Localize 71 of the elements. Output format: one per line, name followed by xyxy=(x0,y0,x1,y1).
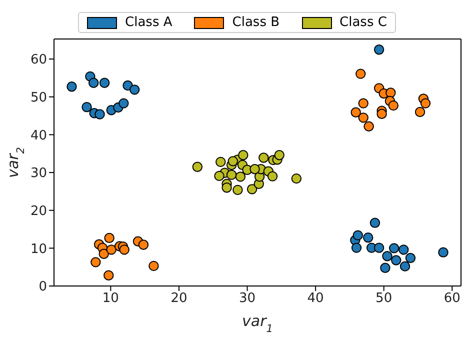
point xyxy=(238,150,248,160)
x-tick-label: 10 xyxy=(102,291,119,306)
point xyxy=(388,243,400,254)
point xyxy=(94,109,105,120)
point xyxy=(274,150,284,160)
point xyxy=(291,173,302,184)
point xyxy=(99,78,110,88)
x-tick-label: 60 xyxy=(444,291,460,306)
point xyxy=(129,84,140,95)
point xyxy=(66,82,77,92)
point xyxy=(192,162,203,172)
point xyxy=(232,184,243,196)
point xyxy=(414,106,426,118)
point xyxy=(374,242,384,253)
y-tick-label: 10 xyxy=(30,242,47,257)
point xyxy=(363,232,374,243)
y-tick-label: 60 xyxy=(30,52,47,68)
point xyxy=(382,251,392,262)
point xyxy=(356,68,366,79)
point xyxy=(222,182,232,193)
point xyxy=(258,152,269,163)
point xyxy=(104,232,114,244)
point xyxy=(246,184,258,194)
point xyxy=(138,240,149,250)
legend-label: Class A xyxy=(125,15,172,30)
point xyxy=(380,262,390,273)
point xyxy=(148,260,159,272)
point xyxy=(250,164,260,174)
point xyxy=(267,171,278,182)
y-tick-label: 20 xyxy=(30,204,47,219)
point xyxy=(214,170,224,182)
point xyxy=(388,100,398,111)
x-tick-label: 20 xyxy=(170,291,188,306)
y-tick-label: 50 xyxy=(30,90,47,106)
point xyxy=(226,170,237,180)
y-tick-label: 40 xyxy=(30,128,47,144)
x-axis-title: var$_{1}$ xyxy=(242,312,273,335)
point xyxy=(386,88,396,98)
point xyxy=(376,108,387,119)
point xyxy=(228,156,238,166)
legend-label: Class B xyxy=(232,15,280,30)
x-tick-label: 30 xyxy=(238,291,256,306)
point xyxy=(358,112,368,123)
point xyxy=(358,98,368,108)
y-tick-label: 30 xyxy=(30,166,47,182)
point xyxy=(106,244,116,255)
point xyxy=(82,102,92,112)
legend-label: Class C xyxy=(340,15,387,30)
point xyxy=(438,247,448,258)
point xyxy=(235,172,246,182)
x-tick-label: 50 xyxy=(376,291,392,306)
point xyxy=(90,257,101,268)
x-tick-label: 40 xyxy=(307,291,324,306)
point xyxy=(350,107,361,118)
point xyxy=(98,248,109,259)
point xyxy=(351,242,362,253)
point xyxy=(119,244,130,255)
point xyxy=(405,252,416,264)
point xyxy=(398,244,409,255)
point xyxy=(104,270,114,281)
point xyxy=(352,230,363,240)
point xyxy=(216,156,226,168)
point xyxy=(364,121,374,132)
point xyxy=(400,261,410,272)
point xyxy=(118,98,129,108)
y-tick-label: 0 xyxy=(38,280,47,295)
point xyxy=(391,255,402,266)
point xyxy=(88,78,99,88)
point xyxy=(374,44,384,55)
point xyxy=(420,98,431,108)
point xyxy=(370,218,380,228)
